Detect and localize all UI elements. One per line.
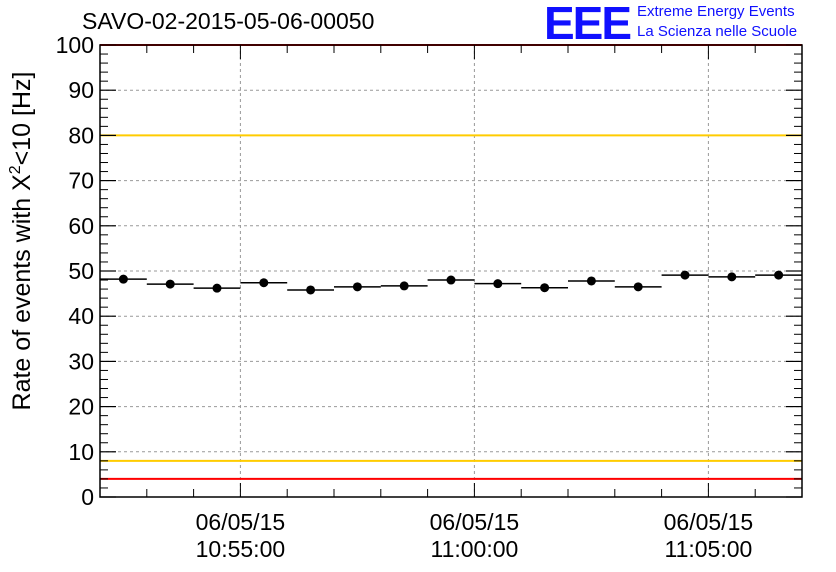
y-tick-label: 0 <box>81 484 94 510</box>
x-tick-label-date: 06/05/15 <box>664 509 754 535</box>
reference-lines <box>100 44 802 480</box>
y-tick-label: 70 <box>68 168 94 194</box>
y-tick-labels: 0 10 20 30 40 50 60 70 80 90 100 <box>56 32 94 510</box>
data-point <box>446 275 456 285</box>
chart-title: SAVO-02-2015-05-06-00050 <box>82 8 375 34</box>
data-point <box>352 282 362 292</box>
y-axis-label: Rate of events with X2<10 [Hz] <box>7 72 36 411</box>
data-point <box>212 283 222 293</box>
data-point <box>774 270 784 280</box>
data-point <box>165 279 175 289</box>
y-tick-label: 40 <box>68 303 94 329</box>
data-series <box>100 270 802 295</box>
y-axis-label-prefix: Rate of events with X <box>8 174 36 411</box>
data-point <box>586 276 596 286</box>
logo-line-2: La Scienza nelle Scuole <box>637 23 798 40</box>
y-axis-label-suffix: <10 [Hz] <box>8 72 36 166</box>
y-tick-label: 50 <box>68 258 94 284</box>
data-point <box>727 272 737 282</box>
x-tick-label-date: 06/05/15 <box>196 509 286 535</box>
y-tick-label: 20 <box>68 394 94 420</box>
y-tick-label: 60 <box>68 213 94 239</box>
plot-frame <box>99 44 803 498</box>
x-tick-label-date: 06/05/15 <box>430 509 520 535</box>
data-point <box>259 278 269 288</box>
x-tick-labels: 06/05/1510:55:0006/05/1511:00:0006/05/15… <box>196 509 754 562</box>
y-tick-label: 30 <box>68 348 94 374</box>
y-tick-label: 90 <box>68 77 94 103</box>
grid-lines <box>100 45 802 497</box>
y-tick-label: 100 <box>56 32 94 58</box>
data-point <box>680 270 690 280</box>
data-point <box>399 281 409 291</box>
data-point <box>306 285 316 295</box>
x-tick-label-time: 11:00:00 <box>430 536 518 562</box>
data-point <box>633 282 643 292</box>
y-tick-label: 10 <box>68 439 94 465</box>
x-tick-label-time: 11:05:00 <box>664 536 752 562</box>
data-point <box>540 283 550 293</box>
x-tick-label-time: 10:55:00 <box>196 536 286 562</box>
y-tick-label: 80 <box>68 122 94 148</box>
data-point <box>118 274 128 284</box>
eee-logo-mark: EEE <box>544 0 632 49</box>
y-axis-label-sup: 2 <box>7 165 24 174</box>
logo-line-1: Extreme Energy Events <box>637 3 795 20</box>
data-point <box>493 279 503 289</box>
